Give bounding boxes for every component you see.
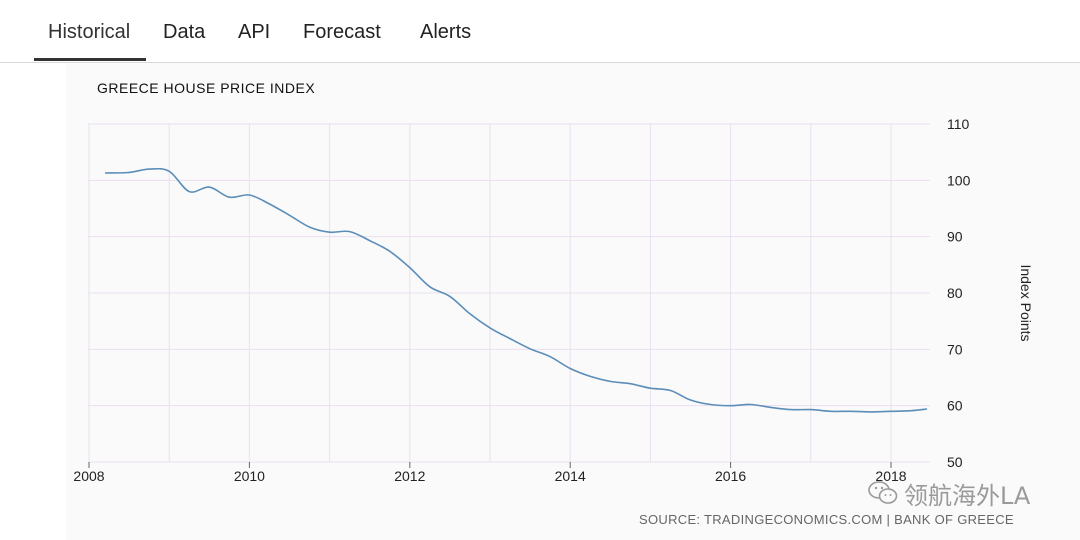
tab-data[interactable]: Data — [163, 21, 206, 43]
tab-bar: Historical Data API Forecast Alerts — [0, 0, 1080, 63]
y-tick-label: 80 — [947, 285, 963, 301]
y-axis-label: Index Points — [1018, 264, 1034, 341]
tab-forecast[interactable]: Forecast — [303, 21, 381, 43]
chart-panel — [66, 63, 1080, 540]
y-tick-label: 60 — [947, 398, 963, 414]
y-tick-label: 70 — [947, 341, 963, 357]
x-tick-label: 2018 — [875, 468, 906, 484]
y-tick-label: 110 — [947, 116, 970, 132]
x-tick-label: 2014 — [555, 468, 586, 484]
y-tick-label: 50 — [947, 454, 963, 470]
tab-historical[interactable]: Historical — [48, 21, 131, 43]
active-tab-indicator — [34, 58, 146, 61]
chart-title: GREECE HOUSE PRICE INDEX — [97, 80, 316, 96]
tab-alerts[interactable]: Alerts — [420, 21, 472, 43]
watermark: 领航海外LA — [868, 476, 1068, 510]
x-tick-label: 2012 — [394, 468, 425, 484]
wechat-icon — [868, 481, 898, 504]
tab-api[interactable]: API — [238, 21, 271, 43]
x-tick-label: 2008 — [73, 468, 104, 484]
watermark-text: 领航海外LA — [904, 481, 1031, 510]
y-tick-label: 90 — [947, 229, 963, 245]
x-tick-label: 2010 — [234, 468, 265, 484]
x-tick-label: 2016 — [715, 468, 746, 484]
series-line — [104, 167, 928, 413]
y-tick-label: 100 — [947, 172, 971, 188]
source-note: SOURCE: TRADINGECONOMICS.COM | BANK OF G… — [639, 512, 1014, 527]
